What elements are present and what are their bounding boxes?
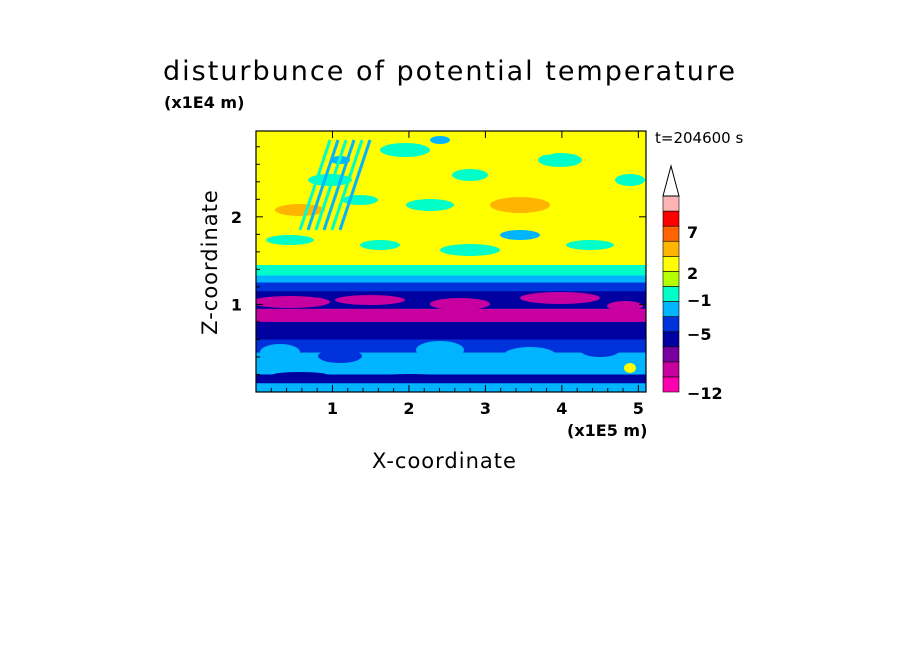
contour-band [256,374,646,384]
contour-patch [360,240,400,250]
contour-band [256,383,646,392]
colorbar-tick-label: 7 [687,223,698,242]
colorbar-swatch [662,210,680,227]
time-annotation: t=204600 s [655,129,744,147]
contour-patch [416,341,464,359]
y-tick-label: 1 [231,295,242,314]
contour-band [256,265,646,277]
colorbar-swatch [662,240,680,257]
wave-streak [298,139,332,231]
x-scale-label: (x1E5 m) [567,421,648,440]
wave-streak [338,139,372,231]
contour-patch [430,298,490,310]
contour-patch [500,230,540,240]
colorbar-swatch [662,346,680,363]
contour-patch [590,144,630,156]
contour-patch [533,145,557,155]
colorbar-swatch [662,361,680,378]
contour-patch [262,142,298,158]
x-tick-label: 5 [633,399,644,418]
colorbar-swatch [662,271,680,287]
colorbar-swatch [662,376,680,393]
y-scale-label: (x1E4 m) [164,93,245,112]
contour-patch [406,199,454,211]
colorbar-swatch [662,286,680,302]
contour-band [256,282,646,292]
contour-patch [520,292,600,304]
contour-patch [318,349,362,363]
colorbar-tick-label: −1 [687,291,712,310]
contour-field [256,131,646,392]
x-tick-label: 4 [556,399,567,418]
colorbar-swatch [662,316,680,332]
contour-patch [575,209,625,221]
contour-patch [440,244,500,256]
colorbar-swatch [662,195,680,212]
chart-title: disturbunce of potential temperature [163,56,737,87]
contour-patch [375,374,445,382]
y-tick-label: 2 [231,208,242,227]
contour-patch [490,197,550,213]
colorbar-swatch [662,301,680,317]
colorbar-swatch [662,256,680,272]
wave-streak [322,139,356,231]
contour-patch [615,174,645,186]
colorbar-tick-label: 2 [687,264,698,283]
contour-band [256,275,646,284]
x-axis-label: X-coordinate [372,449,517,473]
contour-patch [256,296,330,308]
contour-patch [490,377,550,383]
wave-streak [306,139,340,231]
x-tick-label: 3 [480,399,491,418]
y-axis: 12 [231,146,646,375]
x-tick-label: 2 [403,399,414,418]
contour-patch [335,295,405,305]
contour-patch [566,240,614,250]
colorbar: 7 2 −1 −5 −12 [662,164,723,403]
colorbar-tick-label: −12 [687,384,723,403]
contour-patch [538,153,582,167]
x-axis: 1 2 3 4 5 [270,131,644,418]
contour-patch [260,344,300,360]
contour-patch [580,343,620,357]
contour-patch [504,347,556,363]
contour-patch [380,143,430,157]
wave-streak [314,139,348,231]
contour-band [256,321,646,340]
wave-streak [330,139,364,231]
x-tick-label: 1 [327,399,338,418]
colorbar-tick-label: −5 [687,325,712,344]
contour-band [256,308,646,323]
contour-patch [430,136,450,144]
contour-patch [624,363,636,373]
colorbar-extend-arrow [662,164,680,197]
contour-patch [607,301,643,311]
contour-patch [266,235,314,245]
contour-patch [452,169,488,181]
colorbar-swatch [662,225,680,242]
plot-frame [255,130,647,393]
colorbar-swatch [662,331,680,348]
contour-band [256,131,646,174]
contour-patch [270,372,330,380]
